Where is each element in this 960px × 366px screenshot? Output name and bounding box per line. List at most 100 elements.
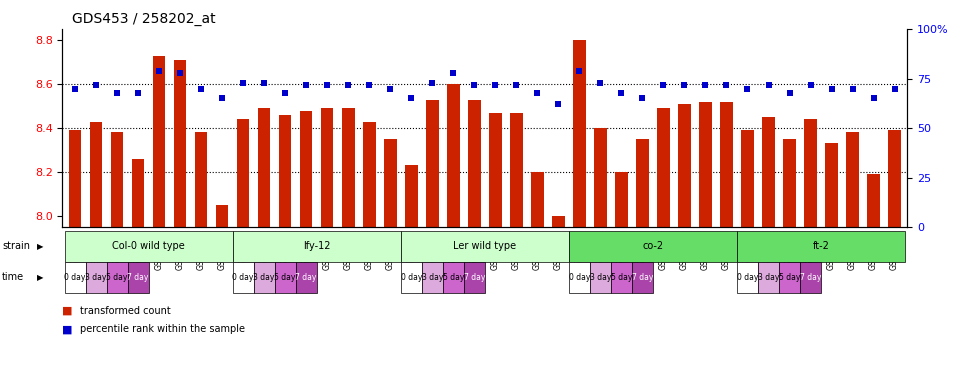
Text: 5 day: 5 day	[611, 273, 632, 282]
Point	[193, 86, 208, 92]
Point	[572, 68, 588, 74]
Text: 3 day: 3 day	[253, 273, 275, 282]
Text: 7 day: 7 day	[464, 273, 485, 282]
Point	[424, 80, 440, 86]
Text: 0 day: 0 day	[400, 273, 422, 282]
Text: 5 day: 5 day	[275, 273, 296, 282]
Bar	[447, 84, 460, 227]
Text: transformed count: transformed count	[80, 306, 171, 316]
Point	[341, 82, 356, 87]
Text: ■: ■	[62, 306, 73, 316]
Point	[719, 82, 734, 87]
Point	[677, 82, 692, 87]
Bar	[278, 115, 292, 227]
Bar	[258, 108, 271, 227]
Text: 7 day: 7 day	[296, 273, 317, 282]
Bar	[594, 128, 607, 227]
Text: 5 day: 5 day	[779, 273, 801, 282]
Bar	[69, 130, 82, 227]
Point	[509, 82, 524, 87]
Point	[887, 86, 902, 92]
Bar	[826, 143, 838, 227]
Point	[551, 101, 566, 107]
Point	[781, 90, 797, 96]
Bar	[216, 205, 228, 227]
Point	[592, 80, 608, 86]
Point	[320, 82, 335, 87]
Point	[761, 82, 777, 87]
Text: 5 day: 5 day	[443, 273, 464, 282]
Point	[88, 82, 104, 87]
Text: 0 day: 0 day	[64, 273, 85, 282]
Text: lfy-12: lfy-12	[303, 241, 330, 251]
Bar	[867, 174, 880, 227]
Bar	[153, 56, 165, 227]
Point	[362, 82, 377, 87]
Point	[382, 86, 397, 92]
Point	[256, 80, 272, 86]
Text: ft-2: ft-2	[812, 241, 829, 251]
Point	[698, 82, 713, 87]
Point	[467, 82, 482, 87]
Bar	[384, 139, 396, 227]
Point	[656, 82, 671, 87]
Text: time: time	[2, 272, 24, 282]
Point	[740, 86, 756, 92]
Bar	[699, 102, 711, 227]
Text: co-2: co-2	[642, 241, 663, 251]
Text: GDS453 / 258202_at: GDS453 / 258202_at	[72, 12, 216, 26]
Point	[824, 86, 839, 92]
Point	[866, 96, 881, 101]
Bar	[363, 122, 375, 227]
Bar	[636, 139, 649, 227]
Point	[403, 96, 419, 101]
Bar	[237, 119, 250, 227]
Bar	[489, 113, 502, 227]
Bar	[720, 102, 732, 227]
Text: 0 day: 0 day	[568, 273, 590, 282]
Bar	[405, 165, 418, 227]
Bar	[804, 119, 817, 227]
Text: 7 day: 7 day	[128, 273, 149, 282]
Point	[152, 68, 167, 74]
Bar	[510, 113, 522, 227]
Text: 5 day: 5 day	[107, 273, 128, 282]
Bar	[847, 132, 859, 227]
Bar	[888, 130, 900, 227]
Point	[131, 90, 146, 96]
Text: Ler wild type: Ler wild type	[453, 241, 516, 251]
Bar	[531, 172, 543, 227]
Point	[530, 90, 545, 96]
Text: strain: strain	[2, 241, 30, 251]
Point	[635, 96, 650, 101]
Bar	[658, 108, 670, 227]
Point	[613, 90, 629, 96]
Bar	[132, 159, 144, 227]
Bar	[174, 60, 186, 227]
Bar	[110, 132, 123, 227]
Bar	[573, 40, 586, 227]
Point	[235, 80, 251, 86]
Bar	[342, 108, 354, 227]
Bar	[195, 132, 207, 227]
Bar	[762, 117, 775, 227]
Point	[845, 86, 860, 92]
Point	[803, 82, 818, 87]
Text: 0 day: 0 day	[736, 273, 758, 282]
Point	[173, 70, 188, 76]
Point	[488, 82, 503, 87]
Bar	[552, 216, 564, 227]
Point	[445, 70, 461, 76]
Bar	[89, 122, 103, 227]
Text: 3 day: 3 day	[589, 273, 612, 282]
Point	[299, 82, 314, 87]
Point	[67, 86, 83, 92]
Text: 3 day: 3 day	[757, 273, 780, 282]
Bar	[783, 139, 796, 227]
Text: ▶: ▶	[36, 273, 43, 282]
Text: 7 day: 7 day	[632, 273, 653, 282]
Text: 3 day: 3 day	[85, 273, 107, 282]
Bar	[300, 111, 312, 227]
Point	[109, 90, 125, 96]
Bar	[321, 108, 333, 227]
